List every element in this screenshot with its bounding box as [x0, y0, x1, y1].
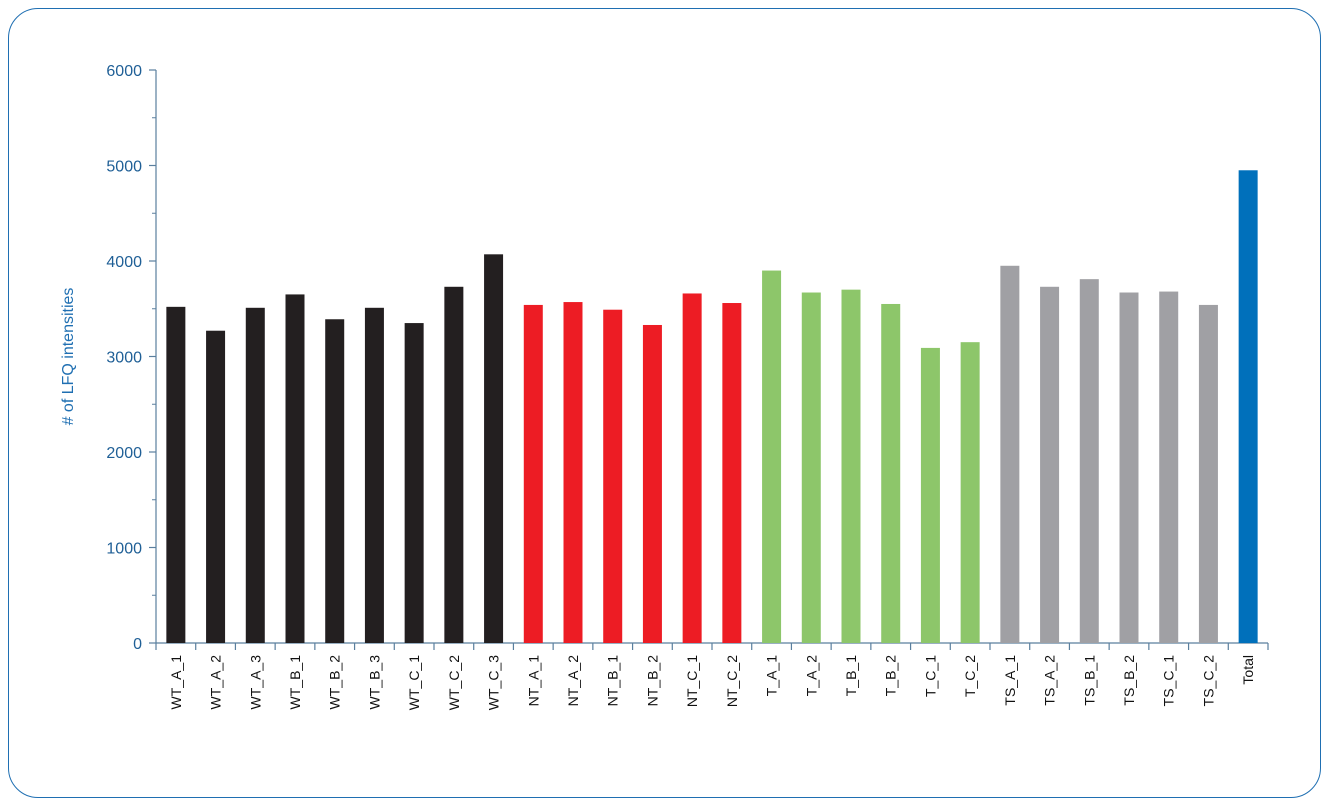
- x-tick-label: T_B_2: [883, 655, 899, 696]
- bar-wt-c-2: [444, 287, 463, 643]
- x-tick-label: TS_C_1: [1161, 655, 1177, 707]
- bar-t-c-1: [921, 348, 940, 643]
- bar-nt-a-1: [524, 305, 543, 643]
- x-tick-label: TS_A_1: [1002, 655, 1018, 706]
- x-tick-label: WT_A_3: [247, 655, 263, 710]
- bar-t-c-2: [961, 342, 980, 643]
- bar-t-b-1: [842, 290, 861, 643]
- bar-nt-c-1: [683, 293, 702, 643]
- y-tick-label: 0: [133, 636, 142, 653]
- x-tick-label: WT_C_1: [406, 655, 422, 710]
- x-tick-label: WT_C_3: [486, 655, 502, 710]
- x-tick-label: NT_C_2: [724, 655, 740, 707]
- bar-total: [1239, 170, 1258, 643]
- x-tick-label: T_A_2: [803, 655, 819, 696]
- x-tick-label: TS_B_1: [1081, 655, 1097, 706]
- x-tick-label: WT_B_3: [366, 655, 382, 710]
- bar-wt-b-2: [325, 319, 344, 643]
- y-tick-label: 3000: [106, 350, 142, 367]
- y-axis: 0 1000 2000 3000 4000 5000 6000: [106, 63, 156, 653]
- x-tick-label: TS_C_2: [1200, 655, 1216, 707]
- x-tick-label: WT_A_2: [208, 655, 224, 710]
- x-tick-label: T_C_1: [922, 655, 938, 697]
- x-tick-label: T_A_1: [764, 655, 780, 696]
- bar-ts-a-1: [1000, 266, 1019, 643]
- bar-nt-a-2: [564, 302, 583, 643]
- x-tick-label: WT_A_1: [168, 655, 184, 710]
- bar-wt-c-1: [405, 323, 424, 643]
- bar-wt-a-1: [166, 307, 185, 643]
- bars-group: [166, 170, 1257, 643]
- bar-wt-a-2: [206, 331, 225, 643]
- bar-wt-b-3: [365, 308, 384, 643]
- x-tick-label: NT_A_1: [525, 655, 541, 707]
- x-tick-label: T_B_1: [843, 655, 859, 696]
- bar-nt-c-2: [722, 303, 741, 643]
- x-tick-label: NT_B_1: [605, 655, 621, 707]
- y-tick-label: 6000: [106, 63, 142, 80]
- x-tick-label: WT_B_2: [327, 655, 343, 710]
- y-tick-label: 5000: [106, 159, 142, 176]
- bar-t-a-1: [762, 271, 781, 643]
- x-tick-label: NT_A_2: [565, 655, 581, 707]
- x-tick-label: Total: [1240, 655, 1256, 685]
- bar-ts-b-2: [1120, 293, 1139, 643]
- x-tick-label: NT_B_2: [644, 655, 660, 707]
- x-tick-label: NT_C_1: [684, 655, 700, 707]
- x-tick-label: TS_B_2: [1121, 655, 1137, 706]
- y-axis-title: # of LFQ intensities: [60, 288, 77, 426]
- bar-wt-b-1: [286, 294, 305, 643]
- bar-t-a-2: [802, 293, 821, 643]
- bar-nt-b-1: [603, 310, 622, 643]
- bar-wt-a-3: [246, 308, 265, 643]
- y-tick-label: 2000: [106, 445, 142, 462]
- x-tick-label: T_C_2: [962, 655, 978, 697]
- bar-t-b-2: [881, 304, 900, 643]
- y-tick-label: 1000: [106, 541, 142, 558]
- bar-ts-c-1: [1159, 292, 1178, 643]
- x-tick-label: TS_A_2: [1042, 655, 1058, 706]
- x-tick-label: WT_B_1: [287, 655, 303, 710]
- bar-ts-b-1: [1080, 279, 1099, 643]
- bar-wt-c-3: [484, 254, 503, 643]
- x-axis: WT_A_1 WT_A_2 WT_A_3 WT_B_1 WT_B_2 WT_B_3 WT_C…: [156, 643, 1268, 710]
- y-tick-label: 4000: [106, 254, 142, 271]
- x-tick-label: WT_C_2: [446, 655, 462, 710]
- bar-nt-b-2: [643, 325, 662, 643]
- bar-ts-a-2: [1040, 287, 1059, 643]
- bar-ts-c-2: [1199, 305, 1218, 643]
